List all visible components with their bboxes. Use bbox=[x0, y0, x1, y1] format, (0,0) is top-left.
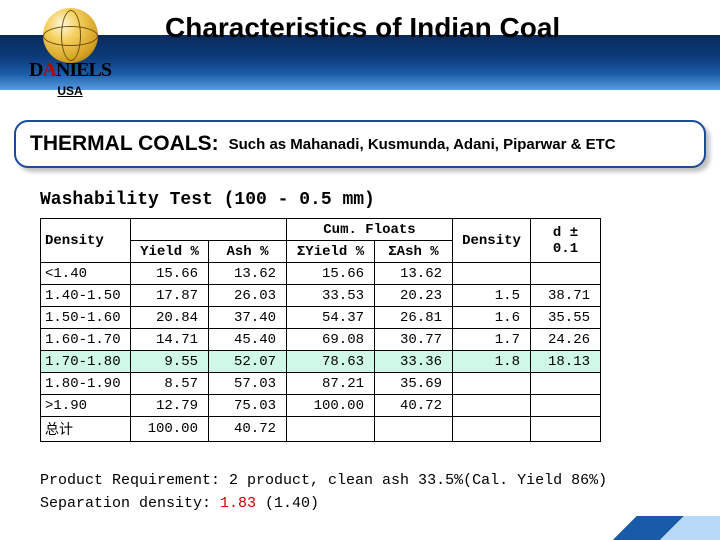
col-mid-span bbox=[131, 219, 287, 241]
cell-y: 17.87 bbox=[131, 285, 209, 307]
globe-icon bbox=[43, 8, 98, 63]
cell-dp bbox=[531, 263, 601, 285]
cell-dd: 1.8 bbox=[453, 351, 531, 373]
cell-dd: 1.7 bbox=[453, 329, 531, 351]
cell-dp: 38.71 bbox=[531, 285, 601, 307]
cell-dd: 1.6 bbox=[453, 307, 531, 329]
cell-sa: 40.72 bbox=[375, 395, 453, 417]
cell-sy: 78.63 bbox=[287, 351, 375, 373]
subtitle-rest: Such as Mahanadi, Kusmunda, Adani, Pipar… bbox=[229, 136, 616, 153]
logo-a: A bbox=[42, 59, 55, 81]
table-row: 1.80-1.908.5757.0387.2135.69 bbox=[41, 373, 601, 395]
col-sash: ΣAsh % bbox=[375, 241, 453, 263]
cell-sa bbox=[375, 417, 453, 442]
cell-sa: 30.77 bbox=[375, 329, 453, 351]
cell-sy bbox=[287, 417, 375, 442]
col-density: Density bbox=[41, 219, 131, 263]
cell-sy: 33.53 bbox=[287, 285, 375, 307]
cell-y: 14.71 bbox=[131, 329, 209, 351]
cell-dd bbox=[453, 263, 531, 285]
cell-sa: 26.81 bbox=[375, 307, 453, 329]
cell-dp: 24.26 bbox=[531, 329, 601, 351]
footer-l2red: 1.83 bbox=[220, 495, 256, 512]
cell-y: 15.66 bbox=[131, 263, 209, 285]
cell-d: >1.90 bbox=[41, 395, 131, 417]
cell-sa: 20.23 bbox=[375, 285, 453, 307]
footer-l2b: (1.40) bbox=[256, 495, 319, 512]
page-title: Characteristics of Indian Coal bbox=[165, 12, 560, 44]
table-body: <1.4015.6613.6215.6613.621.40-1.5017.872… bbox=[41, 263, 601, 442]
cell-sy: 87.21 bbox=[287, 373, 375, 395]
cell-sy: 69.08 bbox=[287, 329, 375, 351]
cell-y: 20.84 bbox=[131, 307, 209, 329]
footer-l2a: Separation density: bbox=[40, 495, 220, 512]
cell-d: 总计 bbox=[41, 417, 131, 442]
cell-sa: 35.69 bbox=[375, 373, 453, 395]
cell-a: 57.03 bbox=[209, 373, 287, 395]
cell-a: 52.07 bbox=[209, 351, 287, 373]
cell-y: 100.00 bbox=[131, 417, 209, 442]
cell-sa: 33.36 bbox=[375, 351, 453, 373]
logo-country: USA bbox=[10, 84, 130, 98]
washability-table: Density Cum. Floats Density d ± 0.1 Yiel… bbox=[40, 218, 601, 442]
table-row: 1.60-1.7014.7145.4069.0830.771.724.26 bbox=[41, 329, 601, 351]
cell-a: 13.62 bbox=[209, 263, 287, 285]
subtitle-lead: THERMAL COALS: bbox=[30, 132, 219, 156]
cell-dd bbox=[453, 373, 531, 395]
cell-dp bbox=[531, 373, 601, 395]
logo-pre: D bbox=[29, 59, 42, 81]
table-row: 1.50-1.6020.8437.4054.3726.811.635.55 bbox=[41, 307, 601, 329]
cell-dd: 1.5 bbox=[453, 285, 531, 307]
corner-accent bbox=[610, 516, 720, 540]
cell-dd bbox=[453, 417, 531, 442]
cell-y: 9.55 bbox=[131, 351, 209, 373]
test-title: Washability Test (100 - 0.5 mm) bbox=[40, 190, 375, 210]
col-density2: Density bbox=[453, 219, 531, 263]
logo: DANIELS USA bbox=[10, 8, 130, 108]
cell-dp bbox=[531, 395, 601, 417]
cell-a: 40.72 bbox=[209, 417, 287, 442]
cell-dp: 18.13 bbox=[531, 351, 601, 373]
cell-a: 37.40 bbox=[209, 307, 287, 329]
subtitle-bar: THERMAL COALS: Such as Mahanadi, Kusmund… bbox=[14, 120, 706, 168]
cell-d: 1.60-1.70 bbox=[41, 329, 131, 351]
cell-d: 1.80-1.90 bbox=[41, 373, 131, 395]
table-head: Density Cum. Floats Density d ± 0.1 Yiel… bbox=[41, 219, 601, 263]
cell-sa: 13.62 bbox=[375, 263, 453, 285]
table-row: 1.40-1.5017.8726.0333.5320.231.538.71 bbox=[41, 285, 601, 307]
col-cum-floats: Cum. Floats bbox=[287, 219, 453, 241]
table-row: <1.4015.6613.6215.6613.62 bbox=[41, 263, 601, 285]
cell-d: <1.40 bbox=[41, 263, 131, 285]
cell-d: 1.50-1.60 bbox=[41, 307, 131, 329]
cell-a: 26.03 bbox=[209, 285, 287, 307]
cell-dd bbox=[453, 395, 531, 417]
cell-sy: 15.66 bbox=[287, 263, 375, 285]
footer-line2: Separation density: 1.83 (1.40) bbox=[40, 493, 607, 516]
col-ash: Ash % bbox=[209, 241, 287, 263]
cell-a: 75.03 bbox=[209, 395, 287, 417]
cell-sy: 54.37 bbox=[287, 307, 375, 329]
footer: Product Requirement: 2 product, clean as… bbox=[40, 470, 607, 515]
cell-d: 1.70-1.80 bbox=[41, 351, 131, 373]
table-row: >1.9012.7975.03100.0040.72 bbox=[41, 395, 601, 417]
col-syield: ΣYield % bbox=[287, 241, 375, 263]
cell-dp bbox=[531, 417, 601, 442]
cell-y: 12.79 bbox=[131, 395, 209, 417]
cell-dp: 35.55 bbox=[531, 307, 601, 329]
footer-line1: Product Requirement: 2 product, clean as… bbox=[40, 470, 607, 493]
col-dpm: d ± 0.1 bbox=[531, 219, 601, 263]
col-yield: Yield % bbox=[131, 241, 209, 263]
table-row: 总计100.0040.72 bbox=[41, 417, 601, 442]
table-row: 1.70-1.809.5552.0778.6333.361.818.13 bbox=[41, 351, 601, 373]
cell-y: 8.57 bbox=[131, 373, 209, 395]
cell-sy: 100.00 bbox=[287, 395, 375, 417]
cell-a: 45.40 bbox=[209, 329, 287, 351]
cell-d: 1.40-1.50 bbox=[41, 285, 131, 307]
